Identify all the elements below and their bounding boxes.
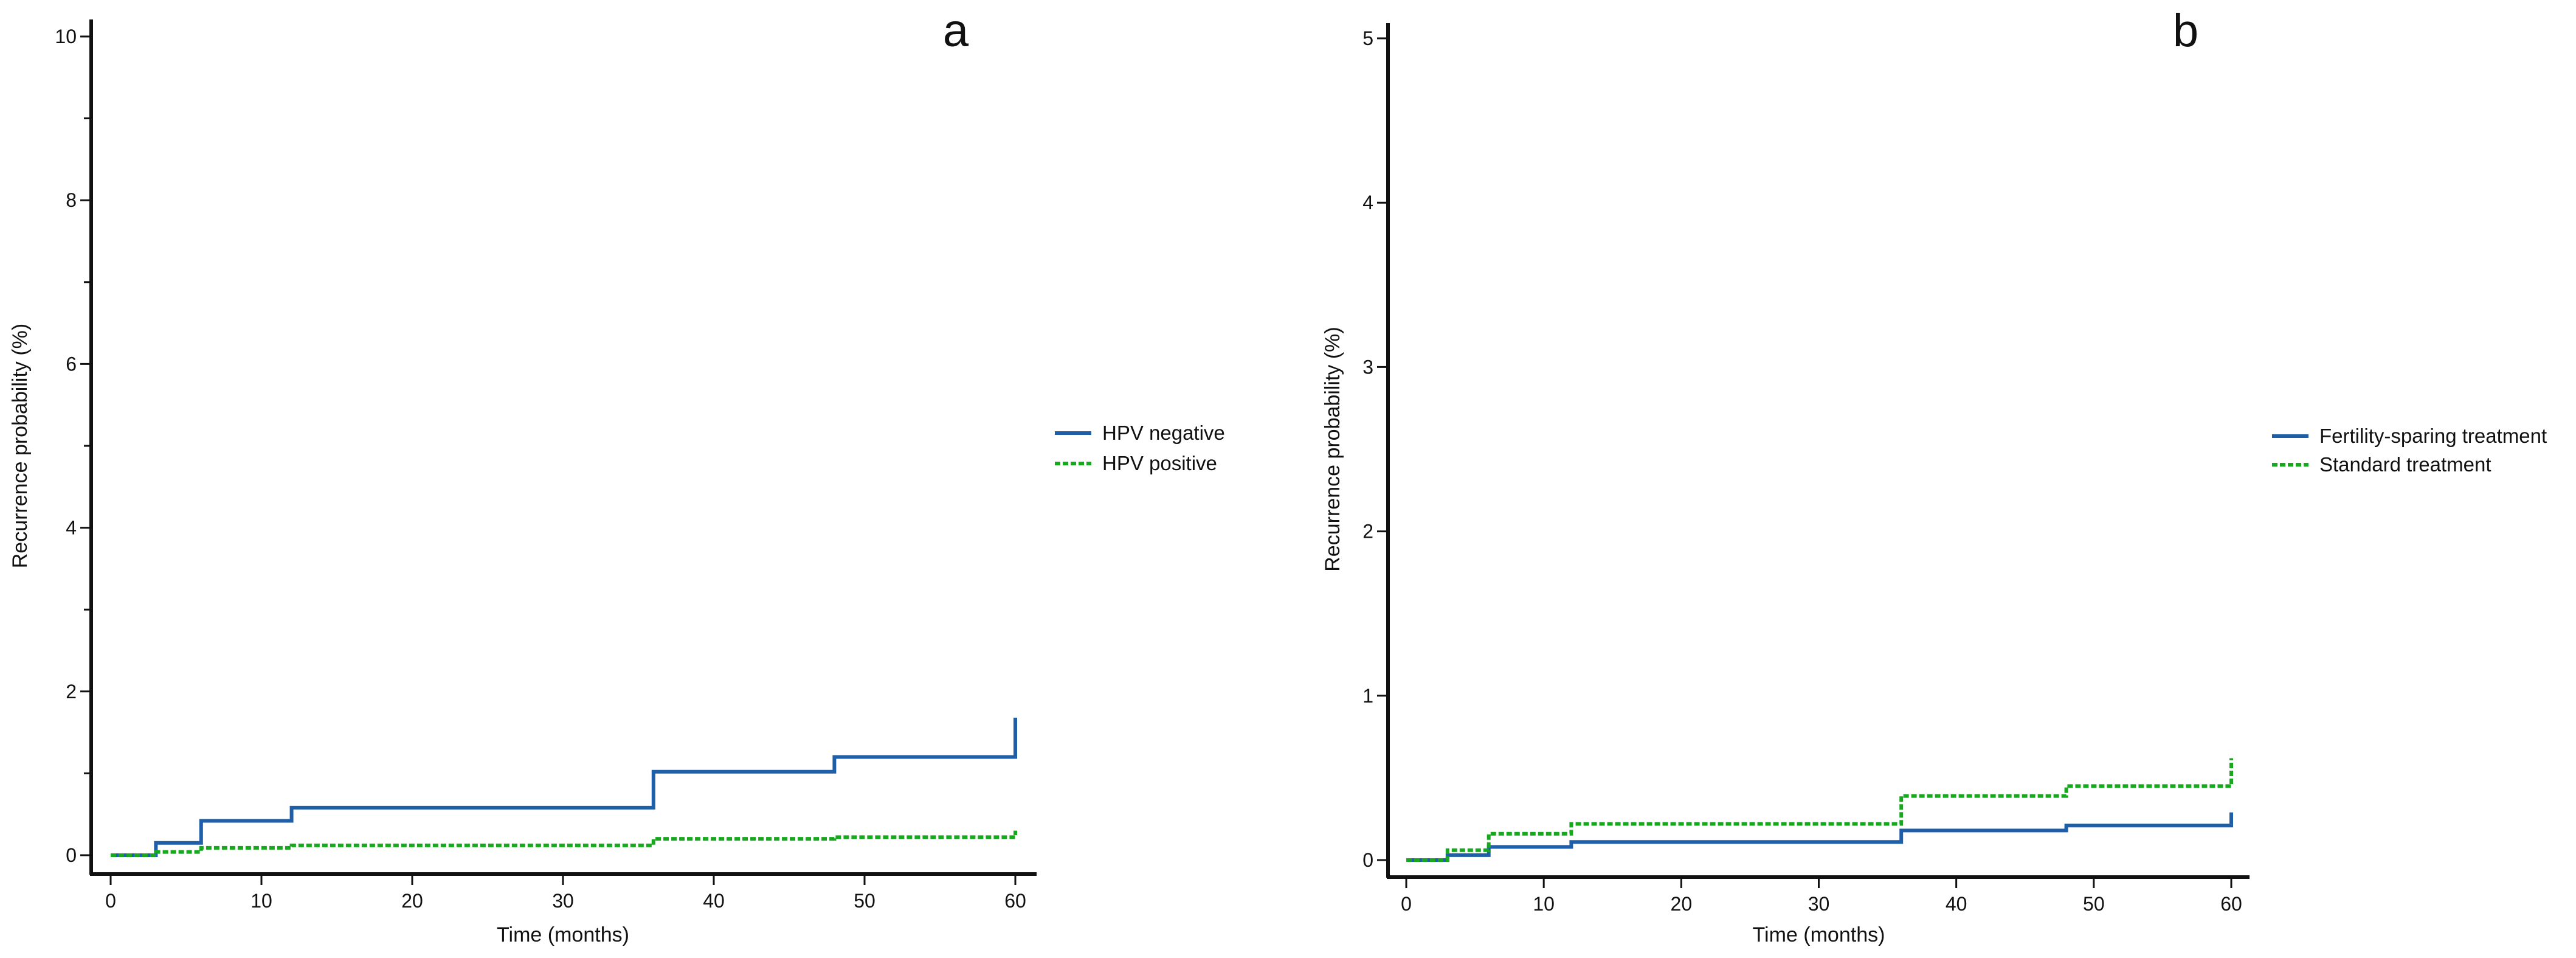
x-tick-label: 40 [1946,893,1967,915]
x-tick-label: 50 [854,890,875,912]
y-tick-label: 5 [1362,27,1373,49]
panel-label: a [943,5,969,57]
y-tick-label: 10 [55,26,77,47]
y-tick-label: 0 [66,844,77,866]
panel-a: 0 2 4 6 8 10 0 10 20 30 40 50 60 Time (months) Recurre… [9,5,1225,946]
x-tick-label: 60 [2220,893,2242,915]
x-tick-label: 0 [1401,893,1412,915]
y-tick-label: 2 [66,681,77,703]
x-tick-label: 60 [1004,890,1026,912]
y-axis-title: Recurrence probability (%) [1321,327,1344,572]
y-tick-label: 4 [66,517,77,539]
x-tick-label: 30 [1808,893,1830,915]
series-line-1 [111,717,1017,857]
x-tick-label: 30 [552,890,574,912]
y-tick-label: 3 [1362,356,1373,378]
x-tick-label: 10 [1533,893,1555,915]
x-tick-label: 0 [105,890,116,912]
legend-label-2: Standard treatment [2319,453,2491,476]
y-tick-label: 8 [66,189,77,211]
y-tick-label: 2 [1362,521,1373,543]
series-line-2 [1406,758,2233,862]
x-tick-label: 40 [703,890,725,912]
y-tick-label: 0 [1362,849,1373,871]
x-tick-label: 20 [1671,893,1693,915]
y-tick-label: 4 [1362,192,1373,213]
legend-label-1: Fertility-sparing treatment [2319,425,2547,447]
legend-label-1: HPV negative [1102,422,1225,444]
y-axis-title: Recurrence probability (%) [9,324,32,569]
y-tick-label: 6 [66,353,77,375]
x-tick-label: 10 [250,890,272,912]
panel-label: b [2173,5,2198,57]
y-tick-label: 1 [1362,685,1373,707]
x-axis-title: Time (months) [497,923,629,946]
series-line-2 [111,830,1017,857]
legend-label-2: HPV positive [1102,452,1217,474]
series-line-1 [1406,812,2233,862]
x-tick-label: 20 [401,890,423,912]
x-tick-label: 50 [2083,893,2105,915]
x-axis-title: Time (months) [1753,923,1885,946]
